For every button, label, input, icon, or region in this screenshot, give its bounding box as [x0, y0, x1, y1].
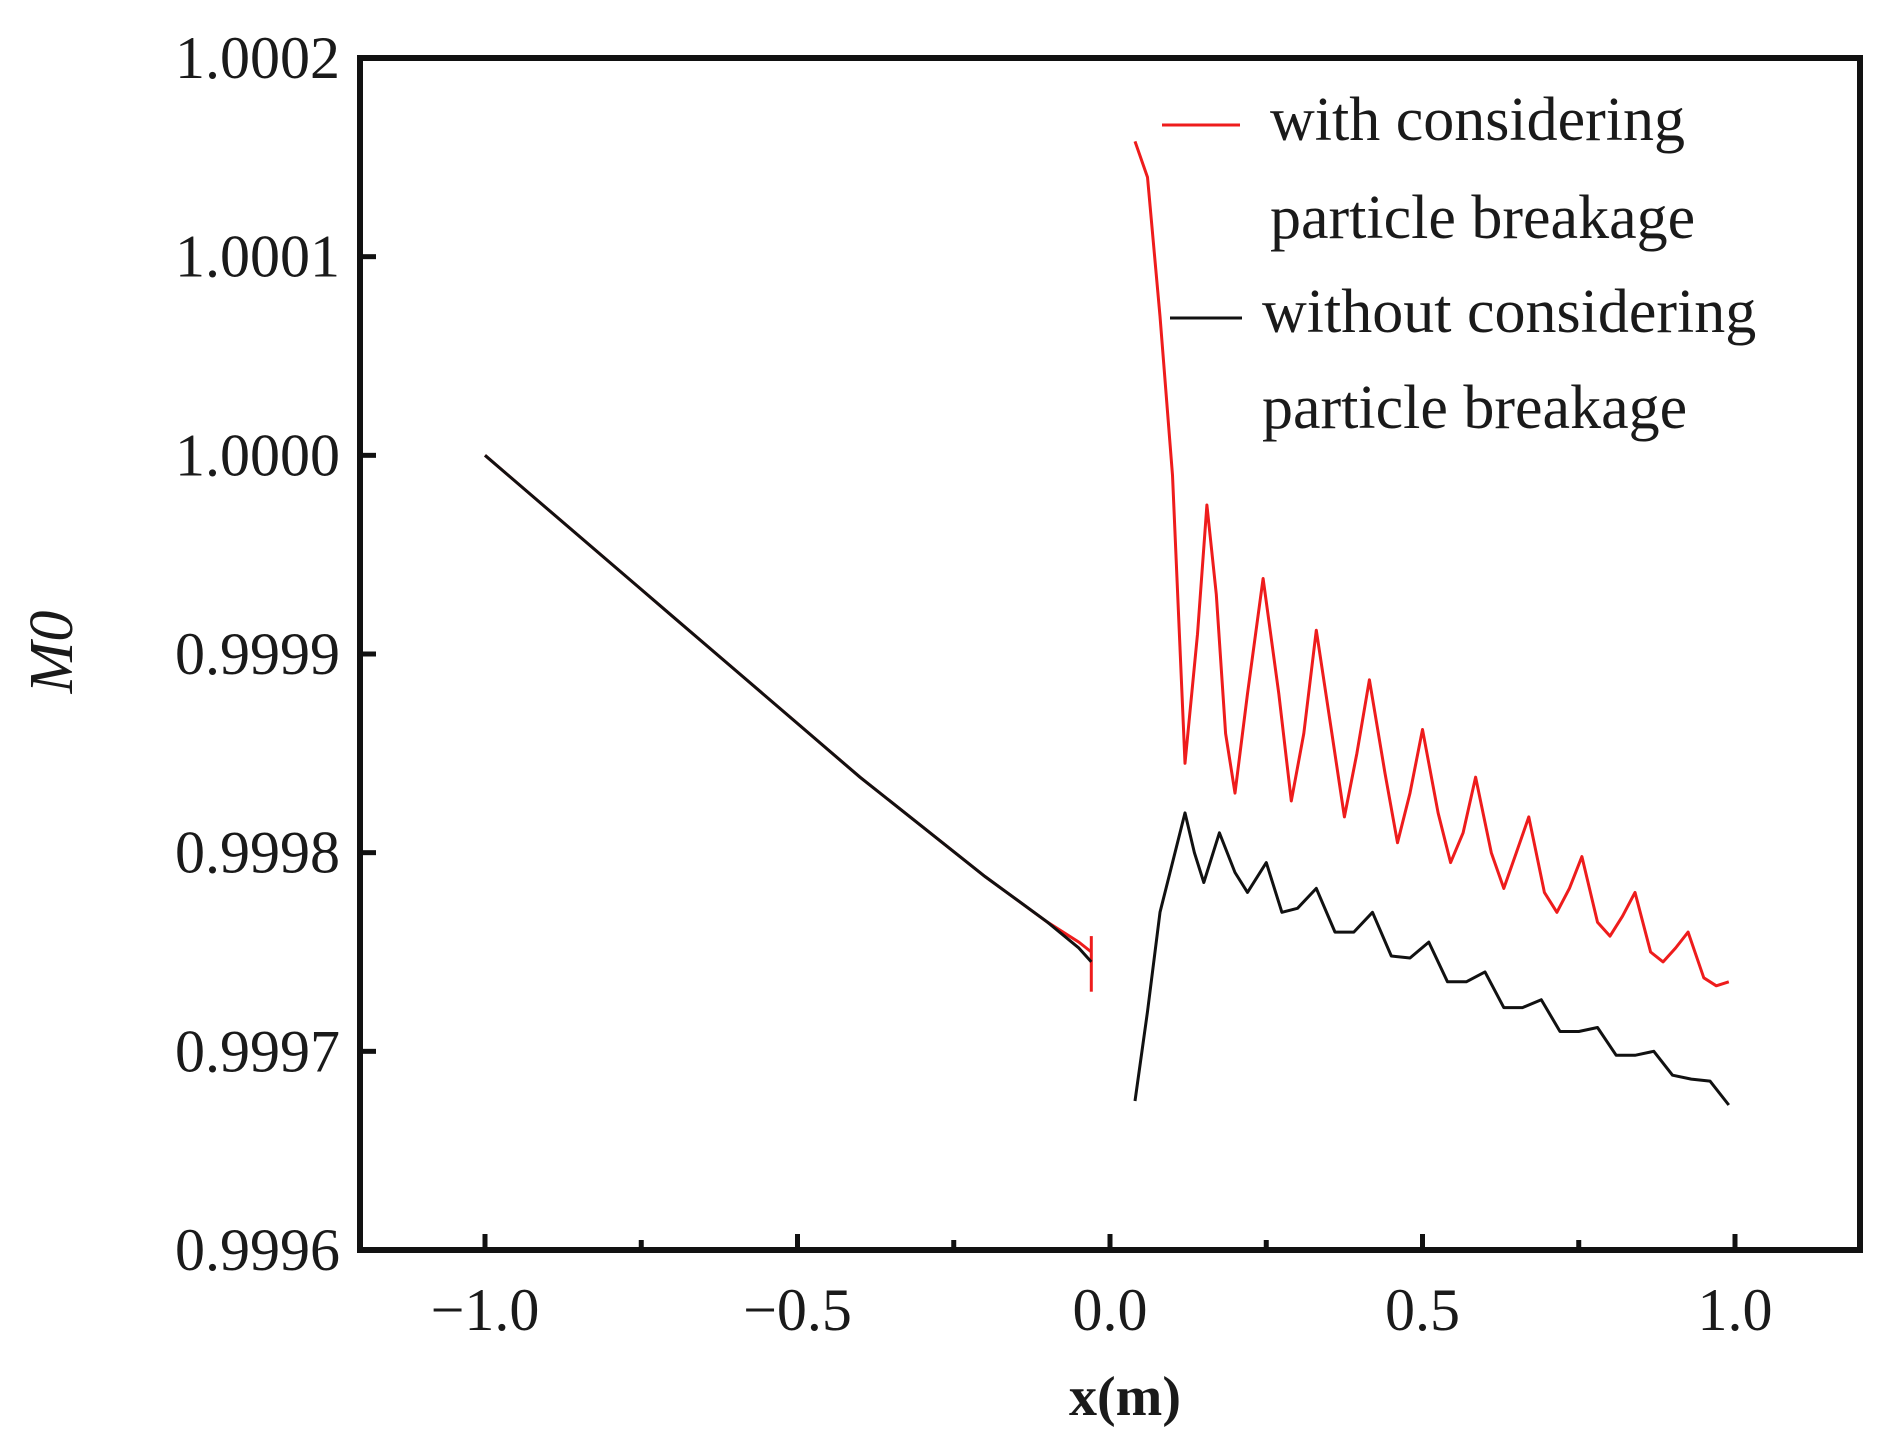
series-line-with-breakage-left: [484, 454, 1093, 954]
series-line-without-breakage-right: [1133, 811, 1730, 1106]
x-tick-label: −1.0: [431, 1277, 540, 1343]
legend-label-with-breakage-line2: particle breakage: [1270, 184, 1695, 252]
legend-label-without-breakage-line1: without considering: [1262, 278, 1756, 346]
legend: with considering particle breakage witho…: [1162, 86, 1756, 442]
y-tick-label: 1.0000: [175, 422, 340, 488]
x-tick-label: 0.5: [1385, 1277, 1460, 1343]
x-tick-label: −0.5: [743, 1277, 852, 1343]
y-tick-label: 1.0002: [175, 25, 340, 91]
series-line-without-breakage-left: [484, 454, 1093, 963]
series-layer: [484, 140, 1730, 1106]
x-axis-title: x(m): [1069, 1366, 1181, 1428]
series-line-with-breakage-right: [1133, 140, 1730, 988]
y-tick-label: 1.0001: [175, 224, 340, 290]
y-axis-ticks: 0.9996 0.9997 0.9998 0.9999 1.0000 1.0001 1.00…: [175, 25, 376, 1283]
x-tick-label: 1.0: [1698, 1277, 1773, 1343]
y-axis-title: M0: [18, 611, 86, 695]
legend-label-with-breakage-line1: with considering: [1270, 86, 1685, 154]
x-axis-ticks: −1.0 −0.5 0.0 0.5 1.0: [431, 1234, 1773, 1343]
legend-label-without-breakage-line2: particle breakage: [1262, 374, 1687, 442]
y-tick-label: 0.9996: [175, 1217, 340, 1283]
y-tick-label: 0.9998: [175, 820, 340, 886]
y-tick-label: 0.9999: [175, 621, 340, 687]
y-tick-label: 0.9997: [175, 1018, 340, 1084]
x-tick-label: 0.0: [1073, 1277, 1148, 1343]
